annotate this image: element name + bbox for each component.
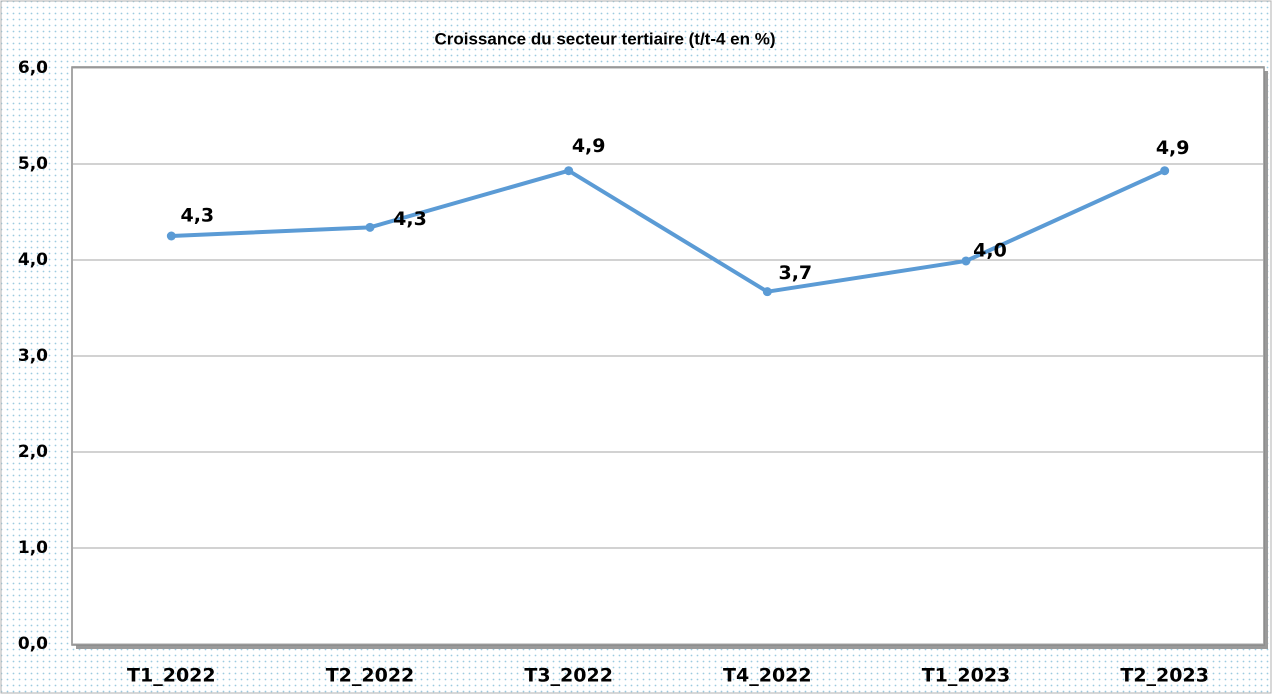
point — [961, 256, 971, 266]
x-tick-label: T1_2022 — [127, 665, 216, 687]
y-tick-label: 4,0 — [18, 250, 48, 270]
data-label: 4,9 — [572, 135, 606, 157]
data-label: 4,3 — [393, 208, 427, 230]
y-tick-label: 5,0 — [18, 154, 48, 174]
data-label: 4,3 — [180, 205, 214, 227]
x-tick-label: T4_2022 — [723, 665, 812, 687]
line — [171, 168, 1166, 294]
x-tick-label: T3_2022 — [524, 665, 613, 687]
x-tick-label: T1_2023 — [922, 665, 1011, 687]
point — [564, 166, 574, 176]
point — [762, 287, 772, 297]
data-label: 4,0 — [973, 239, 1007, 261]
y-tick-label: 2,0 — [18, 442, 48, 462]
x-tick-label: T2_2022 — [326, 665, 415, 687]
data-label: 4,9 — [1156, 137, 1190, 159]
y-tick-label: 3,0 — [18, 346, 48, 366]
y-tick-label: 6,0 — [18, 58, 48, 78]
chart-title: Croissance du secteur tertiaire (t/t-4 e… — [434, 29, 775, 48]
y-tick-label: 0,0 — [18, 634, 48, 654]
point — [365, 222, 375, 232]
y-tick-label: 1,0 — [18, 538, 48, 558]
x-tick-label: T2_2023 — [1120, 665, 1209, 687]
point — [1160, 166, 1170, 176]
data-label: 3,7 — [778, 262, 812, 284]
point — [166, 231, 176, 241]
